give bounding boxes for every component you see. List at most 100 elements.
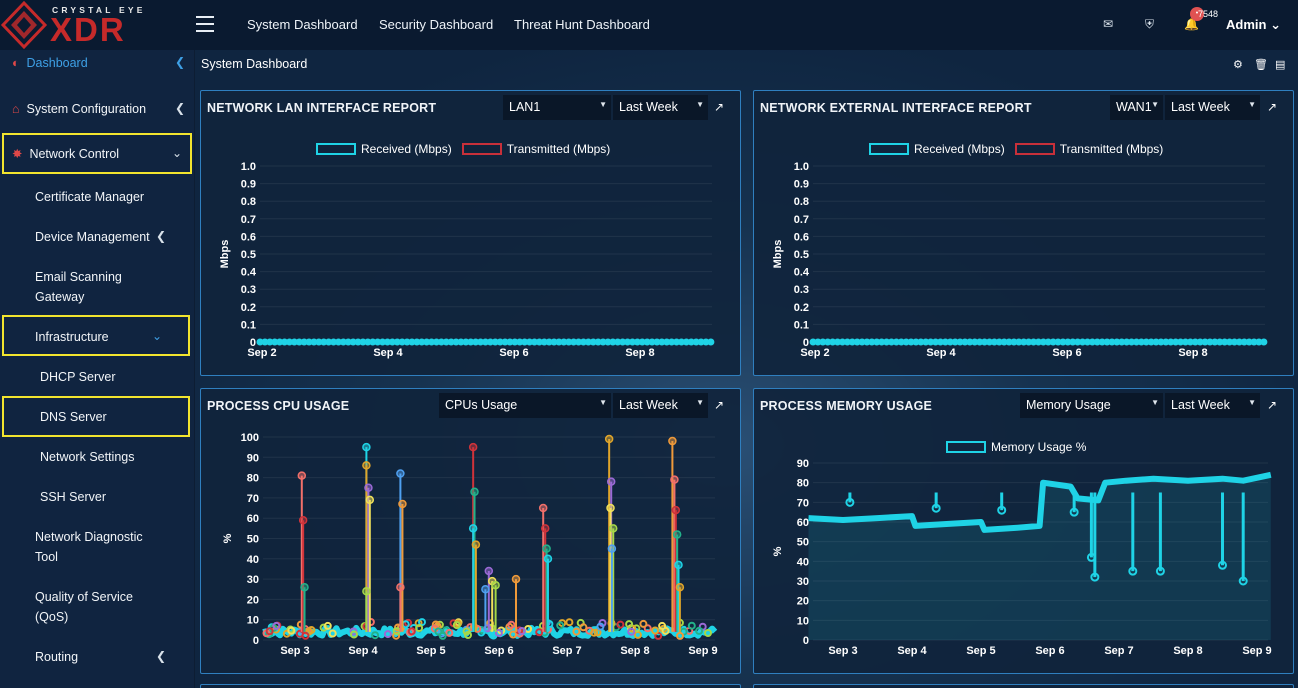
legend-received: Received (Mbps) — [361, 142, 452, 156]
sidebar-item-network-settings[interactable]: Network Settings — [40, 450, 135, 464]
y-tick-label: 70 — [247, 493, 259, 505]
cpu-spike-point — [674, 560, 683, 570]
cpu-selector-select[interactable]: CPUs Usage ▼ — [439, 393, 611, 418]
external-link-icon[interactable]: ↗ — [714, 398, 725, 412]
cpu-point — [590, 628, 599, 637]
mail-icon[interactable]: ✉ — [1103, 17, 1114, 31]
y-tick-label: 0.4 — [794, 267, 810, 279]
sidebar-item-network-control[interactable]: ✸ Network Control — [12, 144, 119, 164]
trash-icon[interactable]: 🗑 — [1254, 59, 1268, 71]
gear-icon[interactable]: ⚙ — [1233, 59, 1243, 71]
shield-icon[interactable]: ⛨ — [1145, 17, 1155, 31]
cpu-point — [509, 630, 518, 639]
cpu-period-select[interactable]: Last Week ▼ — [613, 393, 708, 418]
memory-dip-point — [1218, 560, 1227, 570]
nav-system-dashboard[interactable]: System Dashboard — [247, 17, 358, 32]
external-interface-panel — [753, 90, 1294, 376]
cpu-spike-point — [604, 434, 614, 444]
memory-swatch — [946, 441, 986, 453]
x-tick-label: Sep 9 — [688, 645, 717, 657]
dropdown-arrow-icon: ▼ — [696, 100, 704, 109]
nav-security-dashboard[interactable]: Security Dashboard — [379, 17, 494, 32]
external-link-icon[interactable]: ↗ — [1267, 398, 1278, 412]
memory-dip-point — [1128, 566, 1138, 576]
sidebar-item-certificate-manager[interactable]: Certificate Manager — [35, 190, 145, 204]
cpu-point — [535, 628, 544, 637]
y-axis-label: Mbps — [772, 240, 784, 269]
cpu-spike-point — [471, 540, 481, 549]
chevron-down-icon: ⌄ — [152, 329, 163, 343]
lan-legend: Received (Mbps) Transmitted (Mbps) — [316, 142, 610, 156]
memory-dip-point — [931, 503, 941, 513]
top-bar: CRYSTAL EYE XDR System Dashboard Securit… — [0, 0, 1298, 50]
cpu-point — [371, 631, 380, 640]
y-tick-label: 0 — [253, 635, 259, 647]
y-tick-label: 1.0 — [794, 161, 809, 173]
cpu-spike-point — [398, 499, 407, 509]
highlight-dns-server — [2, 396, 190, 437]
sidebar-item-system-configuration[interactable]: ⌂ System Configuration — [12, 99, 146, 119]
sidebar-item-dhcp-server[interactable]: DHCP Server — [40, 370, 116, 384]
memory-dip-point — [997, 505, 1007, 515]
wan-period-select[interactable]: Last Week ▼ — [1165, 95, 1260, 120]
sidebar-item-quality-of-service[interactable]: Quality of Service (QoS) — [35, 590, 133, 624]
x-tick-label: Sep 8 — [1173, 645, 1202, 657]
select-value: Memory Usage — [1026, 398, 1111, 412]
x-tick-label: Sep 7 — [552, 645, 581, 657]
y-tick-label: 0 — [803, 337, 809, 349]
sidebar-item-routing[interactable]: Routing — [35, 650, 79, 664]
sidebar-item-dns-server[interactable]: DNS Server — [40, 410, 107, 424]
crystal-eye-logo[interactable]: CRYSTAL EYE XDR — [0, 0, 195, 50]
panel-title: PROCESS MEMORY USAGE — [760, 399, 933, 413]
select-value: CPUs Usage — [445, 398, 518, 412]
sidebar-item-network-diagnostic-tool[interactable]: Network Diagnostic Tool — [35, 530, 143, 564]
logo-title: XDR — [50, 11, 126, 48]
x-tick-label: Sep 7 — [1104, 645, 1133, 657]
panel-title: NETWORK LAN INTERFACE REPORT — [207, 101, 437, 115]
sidebar: ◐ Dashboard ❮ ⌂ System Configuration ❮ ✸… — [0, 50, 194, 688]
external-link-icon[interactable]: ↗ — [1267, 100, 1278, 114]
cpu-point — [687, 621, 696, 630]
lan-period-select[interactable]: Last Week ▼ — [613, 95, 708, 120]
nav-threat-hunt-dashboard[interactable]: Threat Hunt Dashboard — [514, 17, 650, 32]
y-tick-label: 0.6 — [241, 231, 256, 243]
cpu-point — [507, 620, 516, 629]
transmitted-swatch — [461, 143, 502, 155]
book-icon[interactable]: ▤ — [1275, 59, 1286, 71]
sidebar-item-dashboard[interactable]: ◐ Dashboard — [12, 53, 88, 73]
x-tick-label: Sep 6 — [484, 645, 513, 657]
cpu-point — [593, 628, 602, 637]
memory-selector-select[interactable]: Memory Usage ▼ — [1020, 393, 1163, 418]
select-value: Last Week — [1171, 398, 1230, 412]
cpu-point — [323, 621, 332, 630]
chevron-left-icon: ❮ — [156, 229, 167, 243]
user-menu[interactable]: Admin ⌄ — [1226, 17, 1281, 33]
x-tick-label: Sep 4 — [373, 347, 403, 359]
wan-interface-select[interactable]: WAN1 ▼ — [1110, 95, 1163, 120]
y-tick-label: 80 — [247, 473, 259, 485]
cpu-point — [418, 618, 426, 627]
lan-interface-select[interactable]: LAN1 ▼ — [503, 95, 611, 120]
sidebar-item-email-scanning-gateway[interactable]: Email Scanning Gateway — [35, 270, 122, 304]
memory-period-select[interactable]: Last Week ▼ — [1165, 393, 1260, 418]
cpu-spike-point — [491, 580, 500, 590]
menu-toggle-icon[interactable] — [196, 16, 214, 32]
cpu-spike-point — [538, 503, 548, 513]
cpu-spike-point — [511, 574, 521, 584]
sidebar-item-infrastructure[interactable]: Infrastructure — [35, 330, 109, 344]
y-tick-label: 0.5 — [794, 249, 809, 261]
y-tick-label: 50 — [797, 537, 809, 549]
sidebar-item-label: System Configuration — [26, 102, 147, 116]
cpu-point — [651, 626, 660, 635]
cpu-point — [272, 621, 281, 630]
cpu-point — [415, 624, 424, 632]
memory-dip-point — [1238, 576, 1248, 586]
external-link-icon[interactable]: ↗ — [714, 100, 725, 114]
select-value: WAN1 — [1116, 100, 1152, 114]
sidebar-item-device-management[interactable]: Device Management — [35, 230, 150, 244]
sidebar-item-ssh-server[interactable]: SSH Server — [40, 490, 106, 504]
y-tick-label: 40 — [247, 554, 259, 566]
y-tick-label: 10 — [247, 615, 259, 627]
